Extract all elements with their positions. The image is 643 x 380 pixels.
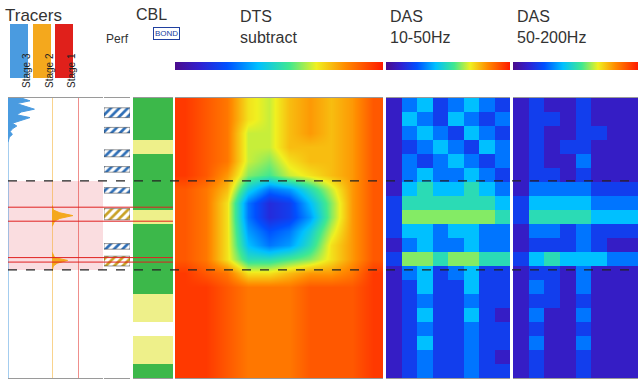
svg-text:BOND: BOND — [155, 29, 178, 38]
svg-text:DAS50-200Hz: DAS50-200Hz — [517, 8, 586, 46]
svg-text:Stage 3: Stage 3 — [21, 53, 32, 88]
svg-text:CBL: CBL — [136, 6, 167, 23]
svg-text:Stage 2: Stage 2 — [44, 53, 55, 88]
svg-text:Perf: Perf — [106, 32, 129, 46]
svg-text:DAS10-50Hz: DAS10-50Hz — [390, 8, 450, 46]
svg-text:DTSsubtract: DTSsubtract — [240, 8, 297, 46]
svg-text:Tracers: Tracers — [5, 6, 62, 25]
svg-text:Stage 1: Stage 1 — [66, 53, 77, 88]
